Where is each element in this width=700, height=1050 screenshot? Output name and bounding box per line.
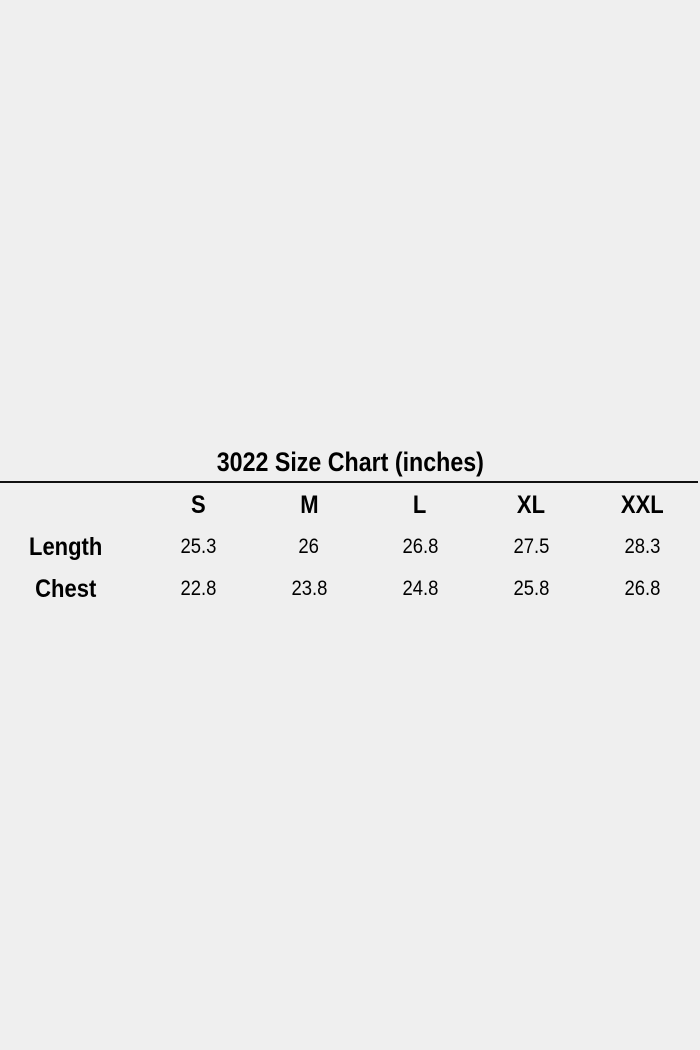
- table-cell: 28.3: [587, 533, 697, 561]
- column-header: XXL: [587, 491, 697, 519]
- column-header: S: [143, 491, 253, 519]
- table-cell: 22.8: [143, 575, 253, 603]
- table-cell-text: 26.8: [624, 577, 660, 600]
- page-title: 3022 Size Chart (inches): [0, 446, 700, 478]
- table-cell-text: 26: [298, 535, 320, 558]
- column-header-text: S: [190, 491, 206, 519]
- table-cell: 23.8: [254, 575, 364, 603]
- table-cell-text: 26.8: [402, 535, 438, 558]
- column-header-text: M: [299, 491, 319, 519]
- table-cell: 25.3: [143, 533, 253, 561]
- table-cell-text: 24.8: [402, 577, 438, 600]
- table-cell-text: 25.3: [180, 535, 216, 558]
- table-cell: 27.5: [476, 533, 586, 561]
- title-divider: [0, 481, 698, 483]
- column-header-text: XXL: [620, 491, 664, 519]
- column-header-text: L: [413, 491, 427, 519]
- table-cell-text: 25.8: [513, 577, 549, 600]
- table-cell: 26: [254, 533, 364, 561]
- column-header: L: [365, 491, 475, 519]
- column-header-text: XL: [516, 491, 546, 519]
- table-cell-text: 23.8: [291, 577, 327, 600]
- table-cell: 25.8: [476, 575, 586, 603]
- table-cell-text: 27.5: [513, 535, 549, 558]
- column-header: XL: [476, 491, 586, 519]
- row-label: Length: [11, 533, 121, 561]
- title-text: 3022 Size Chart (inches): [216, 447, 484, 477]
- row-label-text: Length: [29, 533, 103, 561]
- column-header: M: [254, 491, 364, 519]
- table-cell-text: 22.8: [180, 577, 216, 600]
- table-cell-text: 28.3: [624, 535, 660, 558]
- table-cell: 24.8: [365, 575, 475, 603]
- table-cell: 26.8: [365, 533, 475, 561]
- row-label-text: Chest: [35, 575, 97, 603]
- table-cell: 26.8: [587, 575, 697, 603]
- row-label: Chest: [11, 575, 121, 603]
